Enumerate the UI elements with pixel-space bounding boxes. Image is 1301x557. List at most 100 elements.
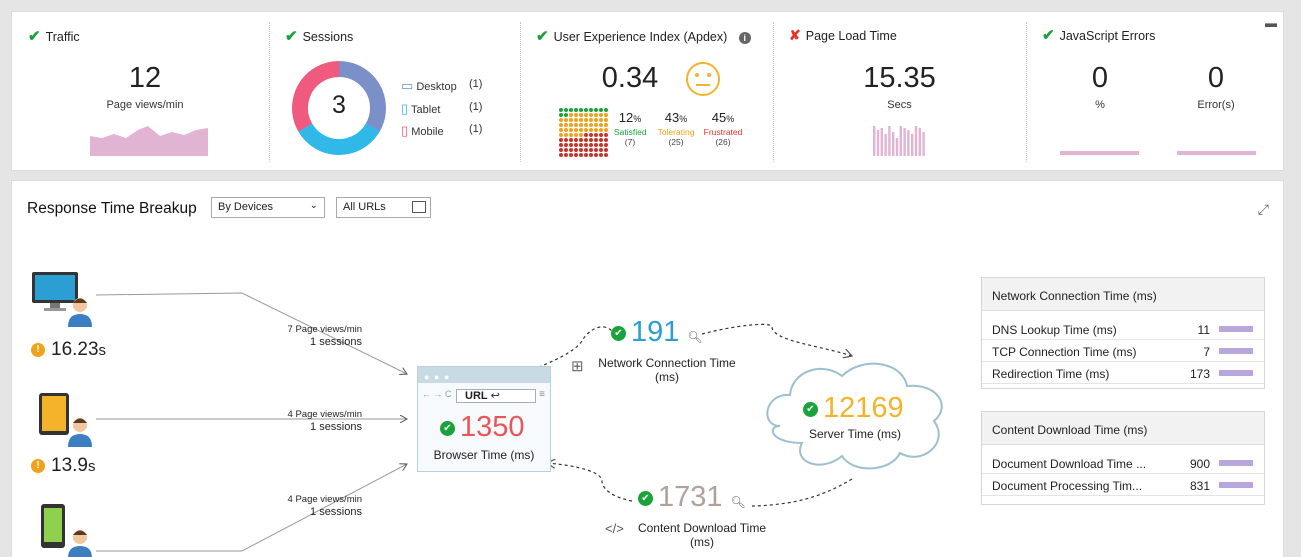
tablet-flow-label: 4 Page views/min 1 sessions	[287, 409, 362, 433]
traffic-value: 12	[128, 62, 162, 94]
jserrors-unit-count: Error(s)	[1197, 99, 1235, 111]
apdex-dot	[574, 133, 578, 137]
apdex-dot	[604, 113, 608, 117]
apdex-satisfied: 12% Satisfied (7)	[614, 110, 647, 147]
apdex-dot	[559, 138, 563, 142]
sparkline	[1219, 326, 1253, 332]
traffic-title: Traffic	[45, 30, 80, 44]
apdex-dot	[569, 138, 573, 142]
info-icon[interactable]: i	[738, 32, 751, 44]
pageload-value: 15.35	[863, 62, 936, 94]
chevron-down-icon: ⌄	[309, 200, 318, 211]
tablet-time: ! 13.9s	[31, 455, 95, 477]
check-icon: ✔	[28, 28, 41, 45]
url-filter-dropdown[interactable]: All URLs	[336, 197, 431, 218]
server-metric[interactable]: ✔ 12169	[803, 392, 904, 425]
apdex-dot	[599, 108, 603, 112]
code-icon: </>	[605, 521, 624, 536]
minimize-icon[interactable]: ▬	[1265, 16, 1277, 30]
spark-bar	[880, 128, 883, 156]
spark-bar	[884, 134, 887, 156]
apdex-dot	[599, 153, 603, 157]
apdex-title: User Experience Index (Apdex)	[553, 30, 728, 44]
expand-icon[interactable]: ⤢	[1257, 201, 1269, 217]
spark-bar	[911, 134, 914, 156]
pageload-unit: Secs	[887, 99, 912, 111]
flow-diagram-lines	[95, 292, 943, 552]
apdex-dot	[589, 153, 593, 157]
apdex-dot	[594, 133, 598, 137]
apdex-dot	[604, 143, 608, 147]
apdex-dot	[589, 133, 593, 137]
apdex-dot	[574, 138, 578, 142]
apdex-dot	[599, 148, 603, 152]
apdex-dot	[594, 148, 598, 152]
apdex-dot	[579, 148, 583, 152]
jserrors-value-count: 0	[1207, 62, 1225, 94]
spark-bar	[907, 130, 910, 156]
apdex-dot	[564, 133, 568, 137]
traffic-sparkline	[90, 126, 208, 156]
table-row[interactable]: Document Download Time ... 900	[982, 452, 1264, 474]
apdex-dot	[604, 153, 608, 157]
browser-window[interactable]: ● ● ● ← → C URL ↩ ≡	[417, 366, 551, 472]
apdex-dot	[559, 118, 563, 122]
browser-metric[interactable]: ✔ 1350	[440, 411, 525, 444]
apdex-dot	[589, 123, 593, 127]
sparkline	[1219, 482, 1253, 488]
warning-icon: !	[31, 459, 45, 473]
apdex-dot	[559, 113, 563, 117]
table-row[interactable]: TCP Connection Time (ms) 7	[982, 340, 1264, 362]
apdex-dot	[569, 153, 573, 157]
apdex-dot	[559, 123, 563, 127]
apdex-dot	[589, 148, 593, 152]
network-metric[interactable]: ✔ 191 🔍︎	[611, 316, 703, 349]
apdex-dot	[594, 113, 598, 117]
check-icon: ✔	[611, 326, 626, 341]
pageload-section[interactable]: ✘ Page Load Time 15.35 Secs	[773, 12, 1026, 172]
apdex-dot	[564, 138, 568, 142]
table-row[interactable]: DNS Lookup Time (ms) 11	[982, 318, 1264, 340]
jserrors-section[interactable]: ✔ JavaScript Errors 0 % 0 Error(s)	[1026, 12, 1285, 172]
table-row[interactable]: Redirection Time (ms) 173	[982, 362, 1264, 384]
browser-label: Browser Time (ms)	[433, 448, 535, 462]
check-icon: ✔	[803, 402, 818, 417]
sessions-desktop-row: ▭ Desktop (1)	[401, 78, 483, 93]
apdex-dot	[599, 128, 603, 132]
traffic-section[interactable]: ✔ Traffic 12 Page views/min	[12, 12, 269, 172]
apdex-dot	[584, 148, 588, 152]
sessions-section[interactable]: ✔ Sessions 3 ▭ Desktop (1) ▯ Tablet (1) ▯ M…	[269, 12, 520, 172]
apdex-dot	[604, 133, 608, 137]
apdex-dot	[579, 118, 583, 122]
apdex-dot	[564, 108, 568, 112]
warning-icon: !	[31, 343, 45, 357]
desktop-flow-label: 7 Page views/min 1 sessions	[287, 324, 362, 348]
network-label: Network Connection Time (ms)	[598, 356, 736, 384]
apdex-dot	[594, 143, 598, 147]
table-row[interactable]: Document Processing Tim... 831	[982, 474, 1264, 496]
apdex-frustrated: 45% Frustrated (26)	[703, 110, 743, 147]
group-by-dropdown[interactable]: By Devices ⌄	[211, 197, 325, 218]
apdex-dot	[594, 138, 598, 142]
spark-bar	[888, 126, 891, 156]
apdex-dot	[564, 118, 568, 122]
apdex-dot	[569, 143, 573, 147]
apdex-section[interactable]: ✔ User Experience Index (Apdex) i 0.34 12…	[520, 12, 773, 172]
apdex-dot	[579, 123, 583, 127]
download-metric[interactable]: ✔ 1731 🔍︎	[638, 481, 746, 514]
sparkline	[1219, 370, 1253, 376]
url-bar: URL ↩	[456, 389, 536, 403]
jserrors-value-percent: 0	[1091, 62, 1109, 94]
apdex-dot	[579, 128, 583, 132]
apdex-dot	[579, 143, 583, 147]
content-table-title: Content Download Time (ms)	[982, 412, 1264, 445]
apdex-dot	[604, 128, 608, 132]
apdex-dot	[564, 128, 568, 132]
apdex-dot	[599, 133, 603, 137]
apdex-dot	[589, 138, 593, 142]
apdex-dot	[604, 138, 608, 142]
sparkline	[1219, 460, 1253, 466]
calendar-icon	[412, 201, 426, 213]
spark-bar	[899, 126, 902, 156]
apdex-dot	[574, 113, 578, 117]
